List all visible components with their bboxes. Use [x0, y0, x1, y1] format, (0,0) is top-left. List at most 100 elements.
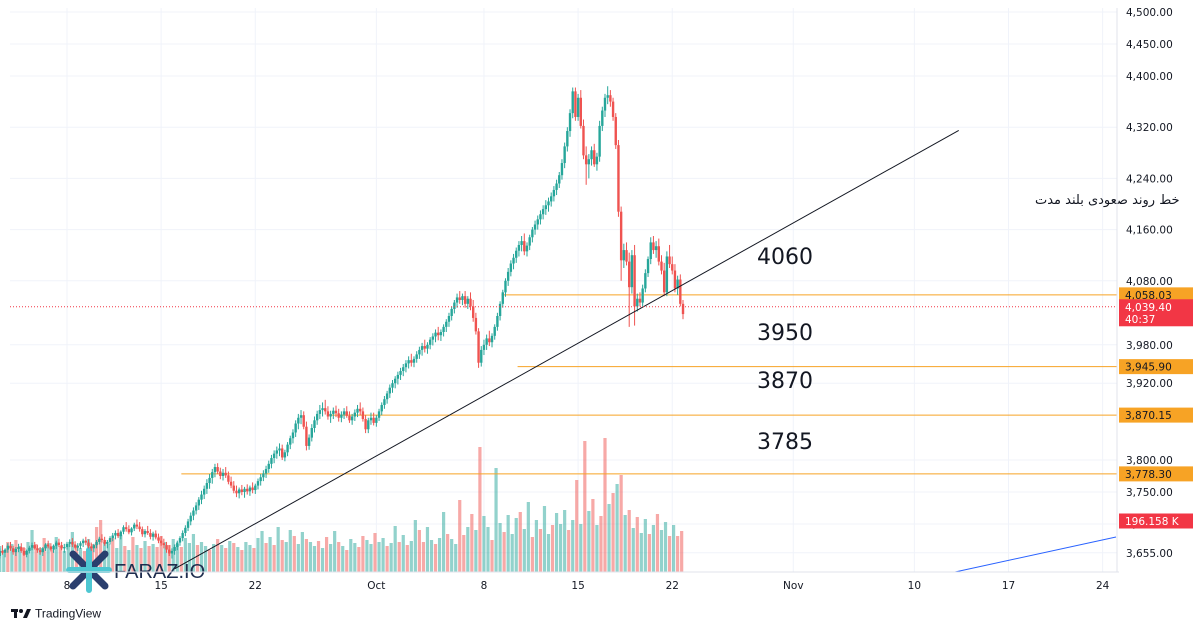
candle: [560, 159, 564, 180]
candle-body: [194, 505, 198, 511]
candle: [262, 470, 265, 482]
candle: [458, 291, 461, 304]
badge-3785[interactable]: 3,778.30: [1119, 466, 1193, 482]
candle: [154, 530, 157, 540]
candle-body: [324, 408, 327, 412]
candle-body: [262, 473, 265, 478]
badge-3870[interactable]: 3,870.15: [1119, 407, 1193, 423]
candle-body: [92, 545, 96, 549]
candle-body: [65, 543, 69, 548]
tradingview-logo[interactable]: TradingView: [11, 607, 101, 621]
candle-body: [178, 538, 182, 543]
volume-bar: [550, 525, 555, 572]
candle-body: [281, 448, 284, 458]
candle-body: [350, 416, 354, 421]
volume-bar: [90, 544, 95, 572]
current-price-badge-bg: [1119, 299, 1193, 327]
candle: [340, 411, 343, 423]
candle: [391, 380, 394, 393]
candle-body: [369, 417, 373, 421]
faraz-logo-icon: [66, 547, 112, 593]
badge-4060-text: 4,058.03: [1125, 290, 1172, 302]
candle: [98, 536, 101, 545]
candle-body: [359, 408, 362, 412]
candle: [315, 410, 319, 425]
badge-3785-bg: [1119, 466, 1193, 482]
candle: [428, 337, 432, 350]
volume-bar: [623, 515, 627, 572]
volume-bar: [583, 441, 587, 572]
volume-bar: [450, 539, 454, 572]
candle: [509, 260, 513, 277]
volume-bar: [191, 534, 196, 572]
candle: [57, 538, 61, 548]
candle: [213, 463, 217, 478]
candle-body: [509, 263, 513, 272]
candle-body: [162, 543, 166, 546]
volume-bar: [603, 438, 607, 572]
badge-4060[interactable]: 4,058.03: [1119, 287, 1193, 303]
candle: [531, 227, 534, 243]
badge-3870-text: 3,870.15: [1125, 410, 1172, 422]
candle: [420, 342, 424, 356]
candle-body: [149, 532, 152, 537]
volume-bar: [571, 520, 575, 572]
volume-bar: [256, 538, 260, 572]
volume-bar: [159, 536, 163, 572]
candle: [106, 540, 109, 549]
candle: [558, 172, 561, 188]
candle: [404, 360, 408, 373]
candle: [321, 402, 324, 417]
candle: [143, 529, 147, 538]
candle: [469, 292, 472, 311]
candle: [275, 446, 279, 459]
volume-bar: [324, 537, 329, 572]
candle-body: [84, 540, 88, 543]
candle: [490, 333, 494, 348]
candle-body: [563, 146, 566, 164]
blue-ray-line[interactable]: [954, 536, 1117, 573]
candle: [254, 483, 257, 494]
candle-body: [348, 415, 351, 421]
volume-bar: [482, 516, 486, 572]
candle: [662, 262, 666, 297]
trendline-line[interactable]: [174, 129, 959, 570]
candle-body: [283, 452, 287, 458]
candle-body: [641, 288, 644, 303]
candle-body: [116, 532, 120, 537]
candle: [649, 237, 652, 265]
x-tick-label: 15: [571, 580, 584, 592]
volume-bar: [224, 548, 228, 572]
candle-body: [636, 298, 639, 307]
volume-badge[interactable]: 196.158 K: [1119, 513, 1193, 529]
candle: [520, 236, 523, 252]
candle: [60, 541, 63, 551]
level-label-3950: 3950: [757, 321, 813, 346]
volume-bar: [207, 550, 212, 572]
level-label-4060: 4060: [757, 245, 813, 270]
candle-body: [399, 371, 402, 375]
candle: [310, 424, 313, 442]
candle-body: [186, 521, 190, 528]
candle: [116, 529, 120, 539]
volume-bar: [38, 548, 42, 572]
candle: [326, 406, 330, 420]
candle: [480, 346, 483, 367]
candle: [197, 497, 201, 510]
candle: [87, 539, 90, 549]
candle-body: [439, 332, 443, 336]
candle: [63, 543, 66, 553]
candle-body: [219, 471, 222, 476]
y-tick-label: 4,320.00: [1126, 122, 1173, 134]
candle-body: [138, 526, 141, 530]
candle: [525, 242, 529, 257]
candle-body: [477, 331, 480, 363]
volume-bar: [127, 550, 131, 572]
candle-body: [25, 550, 28, 555]
volume-bar: [58, 546, 62, 572]
volume-bar: [381, 538, 385, 572]
candle: [208, 474, 211, 489]
volume-bar: [252, 548, 256, 572]
badge-3950[interactable]: 3,945.90: [1119, 359, 1193, 375]
